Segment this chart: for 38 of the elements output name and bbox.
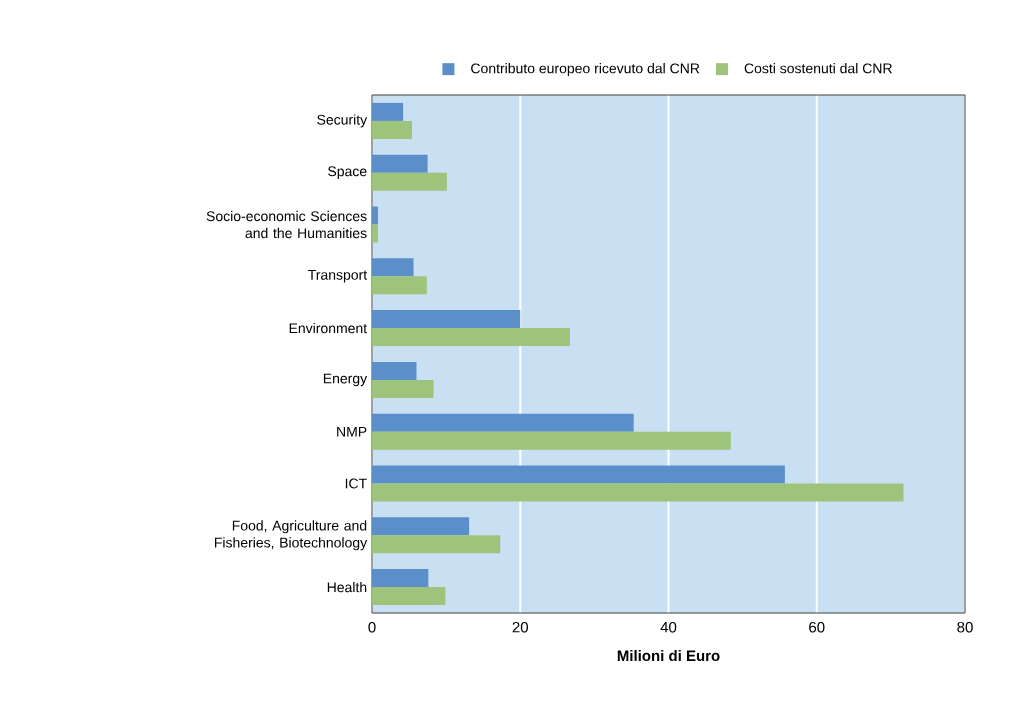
bar — [372, 328, 570, 347]
bar — [372, 154, 428, 173]
bar — [372, 258, 414, 277]
bar — [372, 172, 447, 191]
x-tick-label: 60 — [809, 621, 825, 633]
bar — [372, 102, 404, 121]
x-tick-label: 20 — [512, 621, 528, 633]
y-tick-label: Energy — [323, 373, 368, 387]
y-tick-label: Security — [317, 114, 368, 128]
y-tick-label: NMP — [337, 426, 367, 437]
bar — [372, 431, 731, 450]
bar — [372, 379, 434, 398]
bar — [372, 465, 785, 484]
bar — [372, 517, 470, 536]
bar — [372, 483, 904, 502]
y-tick-label: Health — [327, 581, 367, 593]
x-axis-title: Milioni di Euro — [617, 650, 720, 662]
y-tick-label: ICT — [345, 478, 367, 489]
x-tick-label: 0 — [368, 621, 376, 633]
y-tick-label: Environment — [289, 322, 368, 334]
x-tick-label: 40 — [660, 621, 677, 633]
x-tick-label: 80 — [957, 621, 973, 633]
bar — [372, 310, 521, 329]
y-tick-label: Socio-economic Sciences and the Humanities — [206, 210, 367, 239]
y-tick-label: Food, Agriculture and Fisheries, Biotechnology — [214, 520, 368, 551]
bar — [372, 413, 634, 432]
legend-label: Costi sostenuti dal CNR — [744, 63, 892, 74]
bar — [372, 587, 446, 606]
bar — [372, 361, 417, 380]
bar — [372, 535, 501, 554]
bar — [372, 224, 378, 243]
bar — [372, 120, 413, 139]
bar — [372, 276, 427, 295]
bar — [372, 206, 378, 225]
bar — [372, 569, 429, 588]
legend-label: Contributo europeo ricevuto dal CNR — [471, 63, 700, 77]
y-tick-label: Transport — [308, 270, 368, 283]
y-tick-label: Space — [328, 166, 367, 180]
